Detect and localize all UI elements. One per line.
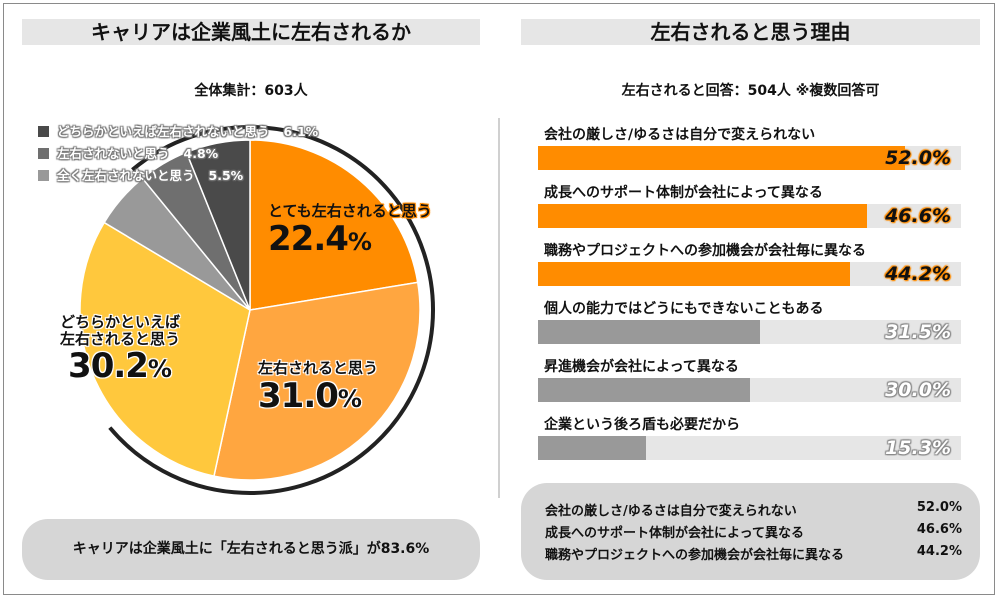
bar	[538, 262, 850, 286]
pie-slice-2-pct-symbol: %	[147, 355, 172, 383]
bar-value-label: 52.0%	[885, 147, 951, 169]
pie-slice-2-value: 30.2	[68, 346, 149, 386]
bar	[538, 146, 905, 170]
pie-slice-1-name: 左右されると思う	[258, 359, 379, 377]
bar	[538, 320, 761, 344]
bar-row: 成長へのサポート体制が会社によって異なる 46.6%	[538, 182, 963, 230]
legend-label: 全く左右されないと思う	[57, 168, 195, 183]
bar-row: 個人の能力ではどうにもできないこともある 31.5%	[538, 298, 963, 346]
summary-row-value: 46.6%	[916, 522, 962, 537]
pie-slice	[213, 281, 421, 481]
bar-row: 昇進機会が会社によって異なる 30.0%	[538, 356, 963, 404]
bar-row: 職務やプロジェクトへの参加機会が会社毎に異なる 44.2%	[538, 240, 963, 288]
legend-label: どちらかといえば左右されないと思う	[57, 124, 270, 139]
legend-item: 全く左右されないと思う 5.5%	[38, 165, 243, 184]
bar-value-label: 44.2%	[885, 263, 951, 285]
bar-track	[538, 320, 961, 344]
bar-value-label: 30.0%	[885, 379, 951, 401]
summary-row: 成長へのサポート体制が会社によって異なる 46.6%	[545, 522, 962, 542]
pie-slice-1-value: 31.0	[258, 376, 339, 416]
infographic-frame	[3, 3, 995, 595]
pie-slice-0-value: 22.4	[268, 219, 349, 259]
bar-category-label: 昇進機会が会社によって異なる	[544, 359, 739, 375]
legend-item: 左右されないと思う 4.8%	[38, 143, 218, 162]
pie-label-slice-2: どちらかといえば 左右されると思う 30.2%	[60, 313, 181, 387]
bar-track	[538, 204, 961, 228]
bar-value-label: 15.3%	[885, 437, 951, 459]
bar-category-label: 成長へのサポート体制が会社によって異なる	[544, 185, 823, 201]
bar-track	[538, 378, 961, 402]
bar-track	[538, 262, 961, 286]
pie-slice	[249, 139, 419, 311]
bar-row: 企業という後ろ盾も必要だから 15.3%	[538, 414, 963, 462]
pie-slice-1-pct-symbol: %	[337, 385, 362, 413]
legend-value: 5.5%	[208, 168, 244, 183]
summary-row-label: 職務やプロジェクトへの参加機会が会社毎に異なる	[545, 548, 845, 563]
bar-category-label: 会社の厳しさ/ゆるさは自分で変えられない	[544, 127, 816, 143]
legend-value: 4.8%	[183, 146, 219, 161]
legend-swatch	[38, 170, 49, 181]
pie-slice-2-name-line-1: どちらかといえば	[60, 313, 181, 331]
pie-slice	[185, 139, 251, 311]
summary-row: 職務やプロジェクトへの参加機会が会社毎に異なる 44.2%	[545, 544, 962, 564]
pie-slice	[79, 221, 251, 478]
pie-slice-0-pct-symbol: %	[347, 228, 372, 256]
left-panel-title: キャリアは企業風土に左右されるか	[22, 19, 480, 45]
bar-category-label: 企業という後ろ盾も必要だから	[544, 417, 740, 433]
pie-outer-ring	[108, 125, 435, 495]
bar-value-label: 31.5%	[885, 321, 951, 343]
bar	[538, 204, 867, 228]
legend-item: どちらかといえば左右されないと思う 6.1%	[38, 121, 318, 140]
pie-slice-0-name: とても左右されると思う	[268, 202, 432, 220]
legend-swatch	[38, 148, 49, 159]
summary-row-label: 成長へのサポート体制が会社によって異なる	[545, 526, 804, 541]
summary-row: 会社の厳しさ/ゆるさは自分で変えられない 52.0%	[545, 500, 962, 520]
bar	[538, 436, 646, 460]
left-summary-box: キャリアは企業風土に「左右されると思う派」が83.6%	[22, 519, 480, 580]
pie-chart	[79, 125, 435, 495]
summary-row-value: 52.0%	[916, 500, 962, 515]
bar-track	[538, 146, 961, 170]
pie-label-slice-1: 左右されると思う 31.0%	[258, 357, 378, 416]
bar-value-label: 46.6%	[885, 205, 951, 227]
summary-row-value: 44.2%	[916, 544, 962, 559]
panel-divider	[498, 118, 500, 498]
legend-value: 6.1%	[283, 124, 319, 139]
bar-category-label: 個人の能力ではどうにもできないこともある	[544, 301, 824, 317]
bar	[538, 378, 750, 402]
bar-row: 会社の厳しさ/ゆるさは自分で変えられない 52.0%	[538, 124, 963, 172]
right-summary-box: 会社の厳しさ/ゆるさは自分で変えられない 52.0% 成長へのサポート体制が会社…	[521, 483, 980, 580]
right-panel-title: 左右されると思う理由	[521, 19, 980, 45]
pie-label-slice-0: とても左右されると思う 22.4%	[268, 200, 432, 259]
legend-swatch	[38, 126, 49, 137]
right-panel-subtitle: 左右されると回答：504人 ※複数回答可	[621, 83, 880, 99]
legend-label: 左右されないと思う	[57, 146, 170, 161]
bar-category-label: 職務やプロジェクトへの参加機会が会社毎に異なる	[544, 243, 866, 259]
pie-slice-2-name-line-2: 左右されると思う	[60, 330, 181, 348]
bar-track	[538, 436, 961, 460]
left-panel-subtitle: 全体集計：603人	[194, 83, 308, 99]
summary-row-label: 会社の厳しさ/ゆるさは自分で変えられない	[545, 504, 797, 519]
